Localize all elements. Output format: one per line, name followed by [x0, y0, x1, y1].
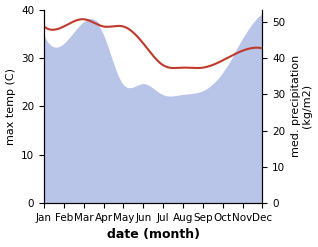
- Y-axis label: med. precipitation
(kg/m2): med. precipitation (kg/m2): [291, 55, 313, 158]
- X-axis label: date (month): date (month): [107, 228, 200, 242]
- Y-axis label: max temp (C): max temp (C): [5, 68, 16, 145]
